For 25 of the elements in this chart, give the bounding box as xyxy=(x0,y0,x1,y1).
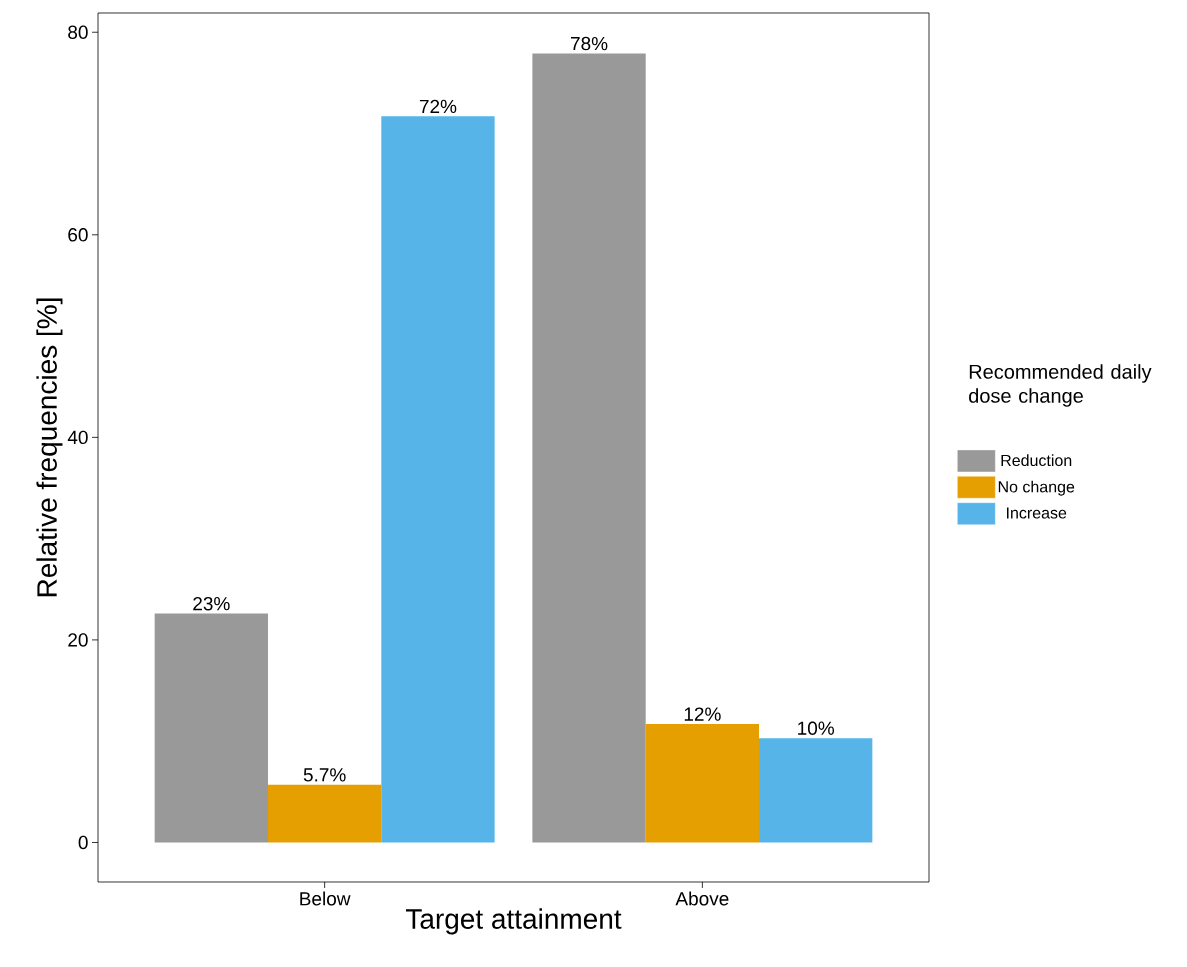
legend-label: Increase xyxy=(1007,507,1067,519)
y-axis-title: Relative frequencies [%] xyxy=(36,298,63,597)
data-label: 72% xyxy=(419,99,457,114)
x-tick-label: Above xyxy=(675,891,729,906)
data-label: 12% xyxy=(684,707,721,721)
bar xyxy=(154,613,268,843)
data-label: 5.7% xyxy=(303,768,346,782)
x-tick-label: Below xyxy=(300,891,351,906)
y-tick-label: 80 xyxy=(68,25,88,39)
legend-title: Recommended daily dose change xyxy=(969,364,1152,407)
legend-label: Reduction xyxy=(1001,454,1072,467)
data-label: 23% xyxy=(193,596,230,611)
legend-label: No change xyxy=(998,480,1075,496)
data-label: 78% xyxy=(571,36,608,51)
y-tick-label: 0 xyxy=(78,835,88,850)
bar xyxy=(381,116,495,843)
y-tick-label: 60 xyxy=(68,228,88,242)
y-tick-label: 20 xyxy=(68,633,88,647)
x-axis-title: Target attainment xyxy=(405,908,622,935)
bar xyxy=(645,723,760,843)
bar xyxy=(532,53,646,843)
bar xyxy=(267,784,382,843)
y-tick-label: 40 xyxy=(67,430,88,445)
data-label: 10% xyxy=(798,721,835,735)
bar xyxy=(759,738,873,843)
